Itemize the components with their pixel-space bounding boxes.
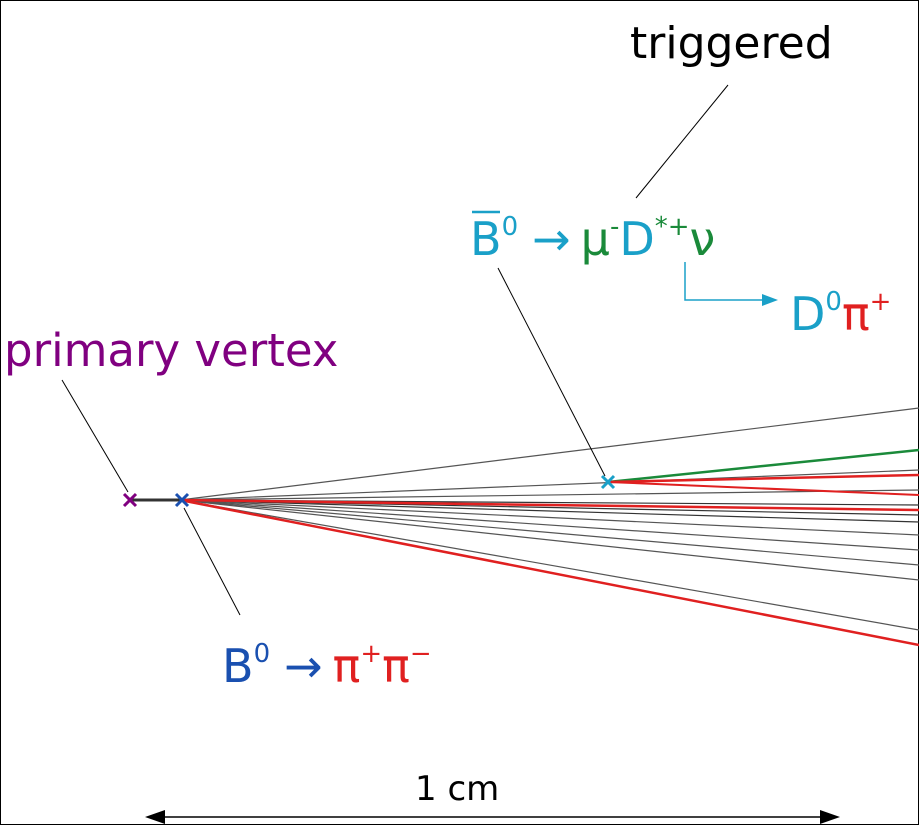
superscript: 0 [254, 639, 271, 669]
muon-track [607, 448, 919, 484]
cascade-arrow [684, 262, 765, 301]
decay-bbar: B0 → μ-D*+ν [470, 212, 715, 266]
track [179, 499, 919, 536]
track [179, 407, 919, 501]
bbar-vertex-mark [600, 474, 616, 490]
leader [61, 379, 129, 493]
b-vertex-mark [174, 492, 190, 508]
scale-label: 1 cm [415, 769, 499, 809]
leader [635, 84, 729, 199]
pion-track [607, 481, 919, 496]
superscript: *+ [655, 212, 690, 242]
track [179, 489, 919, 501]
leader [183, 507, 241, 616]
particle: D [790, 287, 825, 341]
pion-track [607, 473, 919, 484]
track [179, 499, 919, 581]
particle: π [842, 287, 870, 341]
particle: μ [581, 212, 610, 266]
particle: ν [690, 212, 716, 266]
triggered-label: triggered [630, 18, 833, 69]
particle: π [333, 639, 361, 693]
leaders [61, 84, 729, 616]
track [179, 499, 919, 551]
track [179, 499, 919, 631]
superscript: + [360, 639, 382, 669]
superscript: 0 [825, 287, 842, 317]
tracks [130, 407, 919, 647]
superscript: − [410, 639, 432, 669]
pion-track [179, 498, 919, 647]
primary-vertex-label: primary vertex [4, 324, 338, 377]
superscript: + [870, 287, 892, 317]
superscript: - [610, 212, 619, 242]
decay-b: B0 → π+π− [222, 639, 432, 693]
particle: D [619, 212, 654, 266]
superscript: 0 [502, 212, 519, 242]
track [179, 499, 919, 566]
arrow: → [284, 639, 323, 693]
particle: π [382, 639, 410, 693]
leader [497, 267, 606, 477]
arrowhead [820, 810, 840, 824]
vertices [122, 474, 616, 508]
particle: B [222, 639, 254, 693]
pion-track [179, 498, 919, 512]
arrowhead [762, 294, 778, 306]
arrowhead [145, 810, 165, 824]
track [179, 499, 919, 523]
primary-vertex-mark [122, 492, 138, 508]
track [179, 469, 919, 501]
arrow: → [532, 212, 571, 266]
particle: B [470, 212, 502, 266]
decay-dstar: D0π+ [790, 287, 891, 341]
